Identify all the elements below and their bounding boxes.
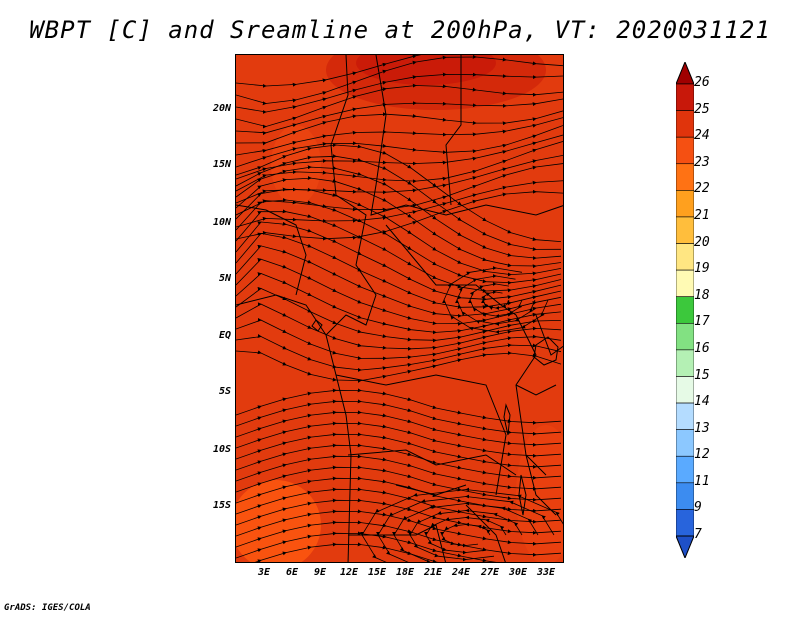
chart-title: WBPT [C] and Sreamline at 200hPa, VT: 20… bbox=[29, 16, 771, 44]
colorbar-segment bbox=[675, 110, 695, 138]
colorbar-label: 7 bbox=[694, 527, 702, 542]
colorbar-segment bbox=[675, 163, 695, 191]
streamline bbox=[442, 266, 549, 334]
lon-label: 3E bbox=[257, 567, 271, 578]
lon-label: 24E bbox=[451, 567, 471, 578]
colorbar-segment bbox=[675, 190, 695, 218]
lat-label: 10N bbox=[212, 217, 231, 228]
lat-label: 15N bbox=[212, 159, 231, 170]
lon-label: 9E bbox=[313, 567, 327, 578]
colorbar-label: 24 bbox=[694, 128, 710, 144]
lat-label: 15S bbox=[212, 500, 231, 511]
colorbar-segment bbox=[675, 136, 695, 165]
colorbar-label: 20 bbox=[694, 234, 710, 250]
lon-label: 33E bbox=[536, 567, 556, 578]
country-borders bbox=[236, 55, 563, 562]
colorbar-segment bbox=[675, 509, 695, 537]
colorbar-segment bbox=[675, 269, 695, 298]
lon-label: 18E bbox=[395, 567, 415, 578]
lat-label: 10S bbox=[212, 444, 231, 455]
streamlines bbox=[236, 55, 563, 562]
colorbar-label: 23 bbox=[694, 154, 710, 170]
colorbar-svg bbox=[675, 60, 695, 560]
lon-label: 27E bbox=[480, 567, 500, 578]
streamline-map bbox=[236, 55, 563, 562]
colorbar-label: 25 bbox=[694, 101, 710, 117]
lat-label: 20N bbox=[212, 103, 231, 114]
lat-label: 5S bbox=[218, 386, 231, 397]
colorbar-label: 11 bbox=[694, 473, 710, 489]
colorbar-label: 14 bbox=[694, 394, 710, 410]
lighter-patch-west bbox=[271, 125, 321, 205]
colorbar-label: 21 bbox=[694, 207, 710, 223]
lat-label: EQ bbox=[218, 330, 231, 341]
lat-label: 5N bbox=[218, 273, 231, 284]
colorbar-segment bbox=[675, 429, 695, 457]
lon-label: 21E bbox=[423, 567, 443, 578]
colorbar-label: 12 bbox=[694, 447, 710, 463]
colorbar-label: 17 bbox=[694, 314, 710, 330]
colorbar-label: 26 bbox=[694, 75, 710, 90]
streamline bbox=[360, 487, 563, 562]
colorbar-bottom-arrow bbox=[675, 535, 695, 560]
colorbar-segment bbox=[675, 349, 695, 377]
lon-label: 15E bbox=[367, 567, 387, 578]
colorbar-segment bbox=[675, 243, 695, 271]
colorbar-label: 15 bbox=[694, 367, 710, 383]
colorbar-segment bbox=[675, 402, 695, 430]
colorbar-label: 19 bbox=[694, 261, 710, 277]
colorbar-top-arrow bbox=[675, 60, 695, 85]
streamline bbox=[236, 350, 562, 383]
colorbar-label: 22 bbox=[694, 181, 710, 197]
colorbar-segment bbox=[675, 216, 695, 244]
colorbar-segment bbox=[675, 83, 695, 111]
colorbar-segment bbox=[675, 296, 695, 324]
lon-label: 30E bbox=[508, 567, 528, 578]
lon-label: 6E bbox=[285, 567, 299, 578]
lon-label: 12E bbox=[339, 567, 359, 578]
colorbar-label: 18 bbox=[694, 287, 710, 303]
map-panel bbox=[235, 54, 564, 563]
colorbar-segment bbox=[675, 376, 695, 404]
colorbar bbox=[675, 60, 695, 560]
grads-credit: GrADS: IGES/COLA bbox=[4, 603, 91, 613]
colorbar-segment bbox=[675, 322, 695, 351]
colorbar-label: 16 bbox=[694, 340, 710, 356]
lakes bbox=[311, 319, 559, 516]
colorbar-label: 9 bbox=[694, 500, 702, 516]
colorbar-segment bbox=[675, 482, 695, 510]
colorbar-segment bbox=[675, 455, 695, 484]
colorbar-label: 13 bbox=[694, 420, 710, 436]
